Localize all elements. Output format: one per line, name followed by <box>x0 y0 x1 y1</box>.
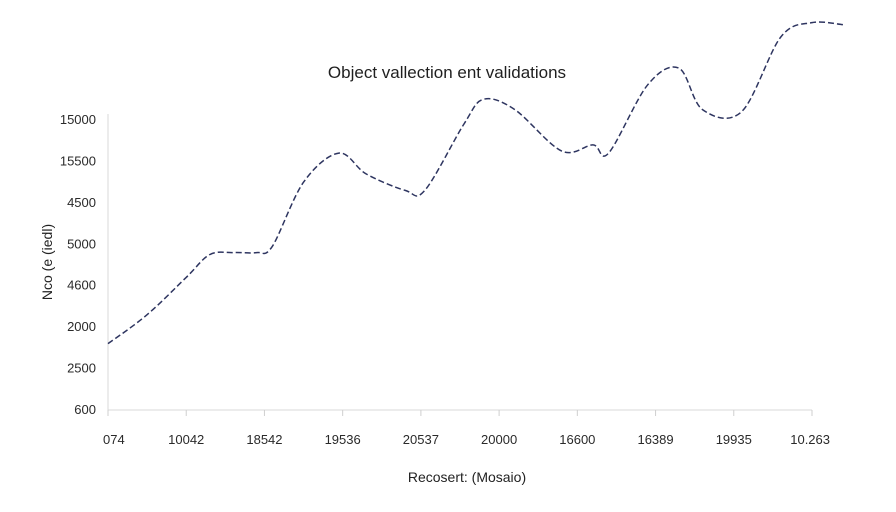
series-layer <box>107 21 844 345</box>
y-tick-label: 2500 <box>67 361 96 376</box>
series-line-0 <box>107 21 844 345</box>
chart-title: Object vallection ent validations <box>328 63 566 82</box>
y-tick-label: 2000 <box>67 319 96 334</box>
x-tick-label: 20000 <box>481 432 517 447</box>
x-tick-label: 19935 <box>716 432 752 447</box>
y-tick-label: 4500 <box>67 195 96 210</box>
x-tick-label: 16600 <box>559 432 595 447</box>
x-axis: 074 10042 18542 19536 20537 20000 16600 16389 19… <box>103 409 830 447</box>
x-tick-label: 074 <box>103 432 125 447</box>
y-axis: 15000 15500 4500 5000 4600 2000 2500 600 <box>60 112 109 417</box>
x-tick-label: 10.263 <box>790 432 830 447</box>
y-tick-label: 5000 <box>67 236 96 251</box>
y-axis-label: Nco (e (iedl) <box>39 224 55 300</box>
y-tick-label: 15000 <box>60 112 96 127</box>
x-tick-label: 18542 <box>246 432 282 447</box>
x-tick-label: 16389 <box>637 432 673 447</box>
x-tick-label: 10042 <box>168 432 204 447</box>
y-tick-label: 600 <box>74 402 96 417</box>
y-tick-label: 15500 <box>60 153 96 168</box>
x-tick-label: 19536 <box>325 432 361 447</box>
y-tick-label: 4600 <box>67 278 96 293</box>
x-tick-label: 20537 <box>403 432 439 447</box>
x-axis-label: Recosert: (Mosaio) <box>408 469 526 485</box>
